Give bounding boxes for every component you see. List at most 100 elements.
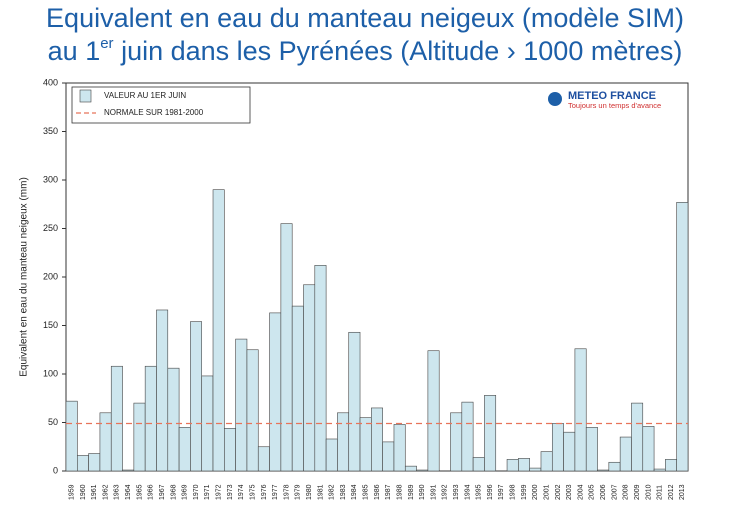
x-tick-label: 1970 (193, 484, 200, 500)
x-tick-label: 1978 (283, 484, 290, 500)
bar (518, 458, 530, 472)
x-tick-label: 1965 (136, 484, 143, 500)
y-tick-label: 150 (43, 320, 58, 330)
chart-title: Equivalent en eau du manteau neigeux (mo… (46, 3, 684, 33)
bar (551, 423, 564, 472)
chart-title: au 1er juin dans les Pyrénées (Altitude … (48, 35, 683, 66)
bar (597, 469, 610, 472)
bar (371, 407, 383, 472)
x-tick-label: 1963 (114, 484, 121, 500)
bar (303, 284, 316, 472)
title-part: au 1 (48, 36, 101, 66)
x-tick-label: 1983 (340, 484, 347, 500)
legend-label: VALEUR AU 1ER JUIN (104, 91, 186, 100)
x-tick-label: 2002 (555, 484, 562, 500)
bar (348, 331, 361, 472)
bar (291, 305, 304, 472)
x-tick-label: 1982 (329, 484, 336, 500)
x-tick-label: 2006 (600, 484, 607, 500)
bar (235, 338, 248, 472)
x-tick-label: 1999 (521, 484, 528, 500)
bar (190, 321, 203, 472)
bar (337, 412, 350, 472)
x-tick-label: 2003 (566, 484, 573, 500)
x-tick-label: 1974 (238, 484, 245, 500)
x-tick-label: 2011 (657, 485, 664, 500)
x-tick-label: 1979 (295, 484, 302, 500)
bar (484, 395, 497, 472)
bar (212, 189, 225, 472)
y-tick-label: 250 (43, 223, 58, 233)
x-tick-label: 1967 (159, 484, 166, 500)
bar (427, 350, 440, 472)
bar (77, 455, 89, 472)
bar (144, 365, 157, 472)
x-tick-label: 1997 (498, 484, 505, 500)
bar (156, 309, 169, 472)
logo-name: METEO FRANCE (568, 90, 656, 102)
x-tick-label: 1985 (363, 484, 370, 500)
x-tick-label: 1968 (170, 484, 177, 500)
x-tick-label: 1990 (419, 484, 426, 500)
x-tick-label: 2012 (668, 484, 675, 500)
bar (608, 461, 621, 472)
bar (472, 457, 485, 472)
x-tick-label: 2000 (532, 484, 539, 500)
title-part: juin dans les Pyrénées (Altitude › 1000 … (114, 36, 683, 66)
bar (269, 312, 282, 472)
bar (506, 459, 519, 472)
bar (540, 451, 553, 472)
x-tick-label: 1975 (249, 484, 256, 500)
bar (359, 417, 372, 472)
x-tick-label: 1981 (317, 484, 324, 500)
x-tick-label: 1980 (306, 484, 313, 500)
logo-icon (548, 92, 562, 106)
bar (382, 441, 395, 472)
y-tick-label: 300 (43, 174, 58, 184)
bar (280, 223, 293, 472)
bar (450, 412, 463, 472)
legend-swatch (79, 89, 92, 103)
bar (110, 365, 123, 472)
x-tick-label: 1994 (464, 484, 471, 500)
bar (246, 349, 259, 472)
bar (122, 469, 135, 472)
title-superscript: er (100, 35, 113, 52)
bar (461, 401, 474, 472)
x-tick-label: 1987 (385, 484, 392, 500)
x-tick-label: 1992 (442, 484, 449, 500)
bar (65, 400, 78, 472)
bar (563, 431, 576, 472)
x-tick-label: 1966 (148, 484, 155, 500)
x-tick-label: 2004 (577, 484, 584, 500)
bar (167, 367, 180, 472)
y-tick-label: 100 (43, 368, 58, 378)
x-tick-label: 1972 (216, 484, 223, 500)
x-tick-label: 1998 (510, 484, 517, 500)
bar (676, 202, 689, 472)
x-tick-label: 2008 (623, 484, 630, 500)
y-tick-label: 50 (48, 417, 58, 427)
x-tick-label: 1993 (453, 484, 460, 500)
x-tick-label: 1973 (227, 484, 234, 500)
y-axis-label: Equivalent en eau du manteau neigeux (mm… (19, 177, 30, 377)
x-tick-label: 2007 (611, 484, 618, 500)
bar (416, 469, 429, 472)
y-tick-label: 0 (53, 465, 58, 475)
bar (393, 424, 406, 472)
x-tick-label: 1961 (91, 484, 98, 500)
x-tick-label: 1984 (351, 484, 358, 500)
x-tick-label: 2013 (679, 484, 686, 500)
x-tick-label: 1976 (261, 484, 268, 500)
x-tick-label: 1991 (430, 484, 437, 500)
legend (71, 86, 251, 124)
bar (404, 465, 417, 472)
bar (178, 427, 191, 472)
bar (133, 402, 146, 472)
x-tick-label: 1959 (68, 484, 75, 500)
bar (314, 265, 327, 472)
x-tick-label: 1964 (125, 484, 132, 500)
x-tick-label: 1995 (476, 484, 483, 500)
bar (665, 459, 677, 472)
